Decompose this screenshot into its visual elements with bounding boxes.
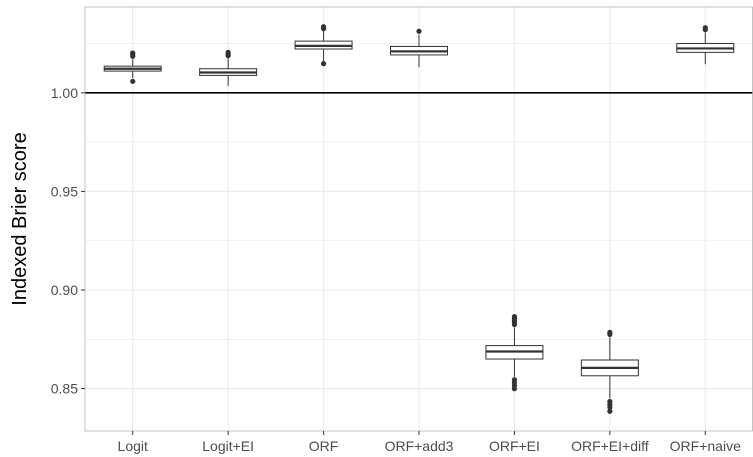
x-axis-ticks: Logit Logit+EI ORF ORF+add3 ORF+EI ORF+EI+dif…: [118, 431, 741, 454]
box-orf-ei-diff: [580, 329, 639, 414]
outlier-point: [607, 404, 613, 410]
box-orf: [294, 24, 353, 67]
box-orf-naive: [676, 25, 735, 65]
outlier-point: [511, 386, 518, 392]
y-tick-label: 1.00: [51, 85, 78, 101]
y-tick-label: 0.95: [51, 183, 78, 199]
x-tick-label: ORF: [309, 438, 339, 454]
outlier-point: [511, 314, 518, 320]
box-logit: [103, 50, 162, 84]
outlier-point: [320, 60, 327, 67]
box-orf-add3: [390, 28, 448, 68]
y-tick-label: 0.85: [51, 381, 78, 397]
x-tick-label: Logit+EI: [202, 438, 254, 454]
y-axis-title: Indexed Brier score: [9, 132, 31, 305]
outlier-point: [320, 24, 327, 30]
outlier-point: [225, 49, 231, 55]
boxes: [103, 24, 735, 414]
major-gridlines: [85, 7, 753, 431]
x-tick-label: ORF+EI+diff: [571, 438, 649, 454]
y-tick-label: 0.90: [51, 282, 78, 298]
box-logit-ei: [199, 49, 258, 86]
box-orf-ei: [485, 314, 544, 392]
x-tick-label: Logit: [118, 438, 148, 454]
x-tick-label: ORF+add3: [385, 438, 454, 454]
x-tick-label: ORF+naive: [670, 438, 741, 454]
y-axis-ticks: 0.85 0.90 0.95 1.00: [51, 85, 85, 397]
outlier-point: [702, 25, 708, 31]
outlier-point: [416, 28, 422, 34]
x-tick-label: ORF+EI: [489, 438, 540, 454]
outlier-point: [607, 329, 613, 335]
outlier-point: [607, 408, 613, 414]
outlier-point: [130, 78, 136, 84]
outlier-point: [130, 50, 136, 56]
